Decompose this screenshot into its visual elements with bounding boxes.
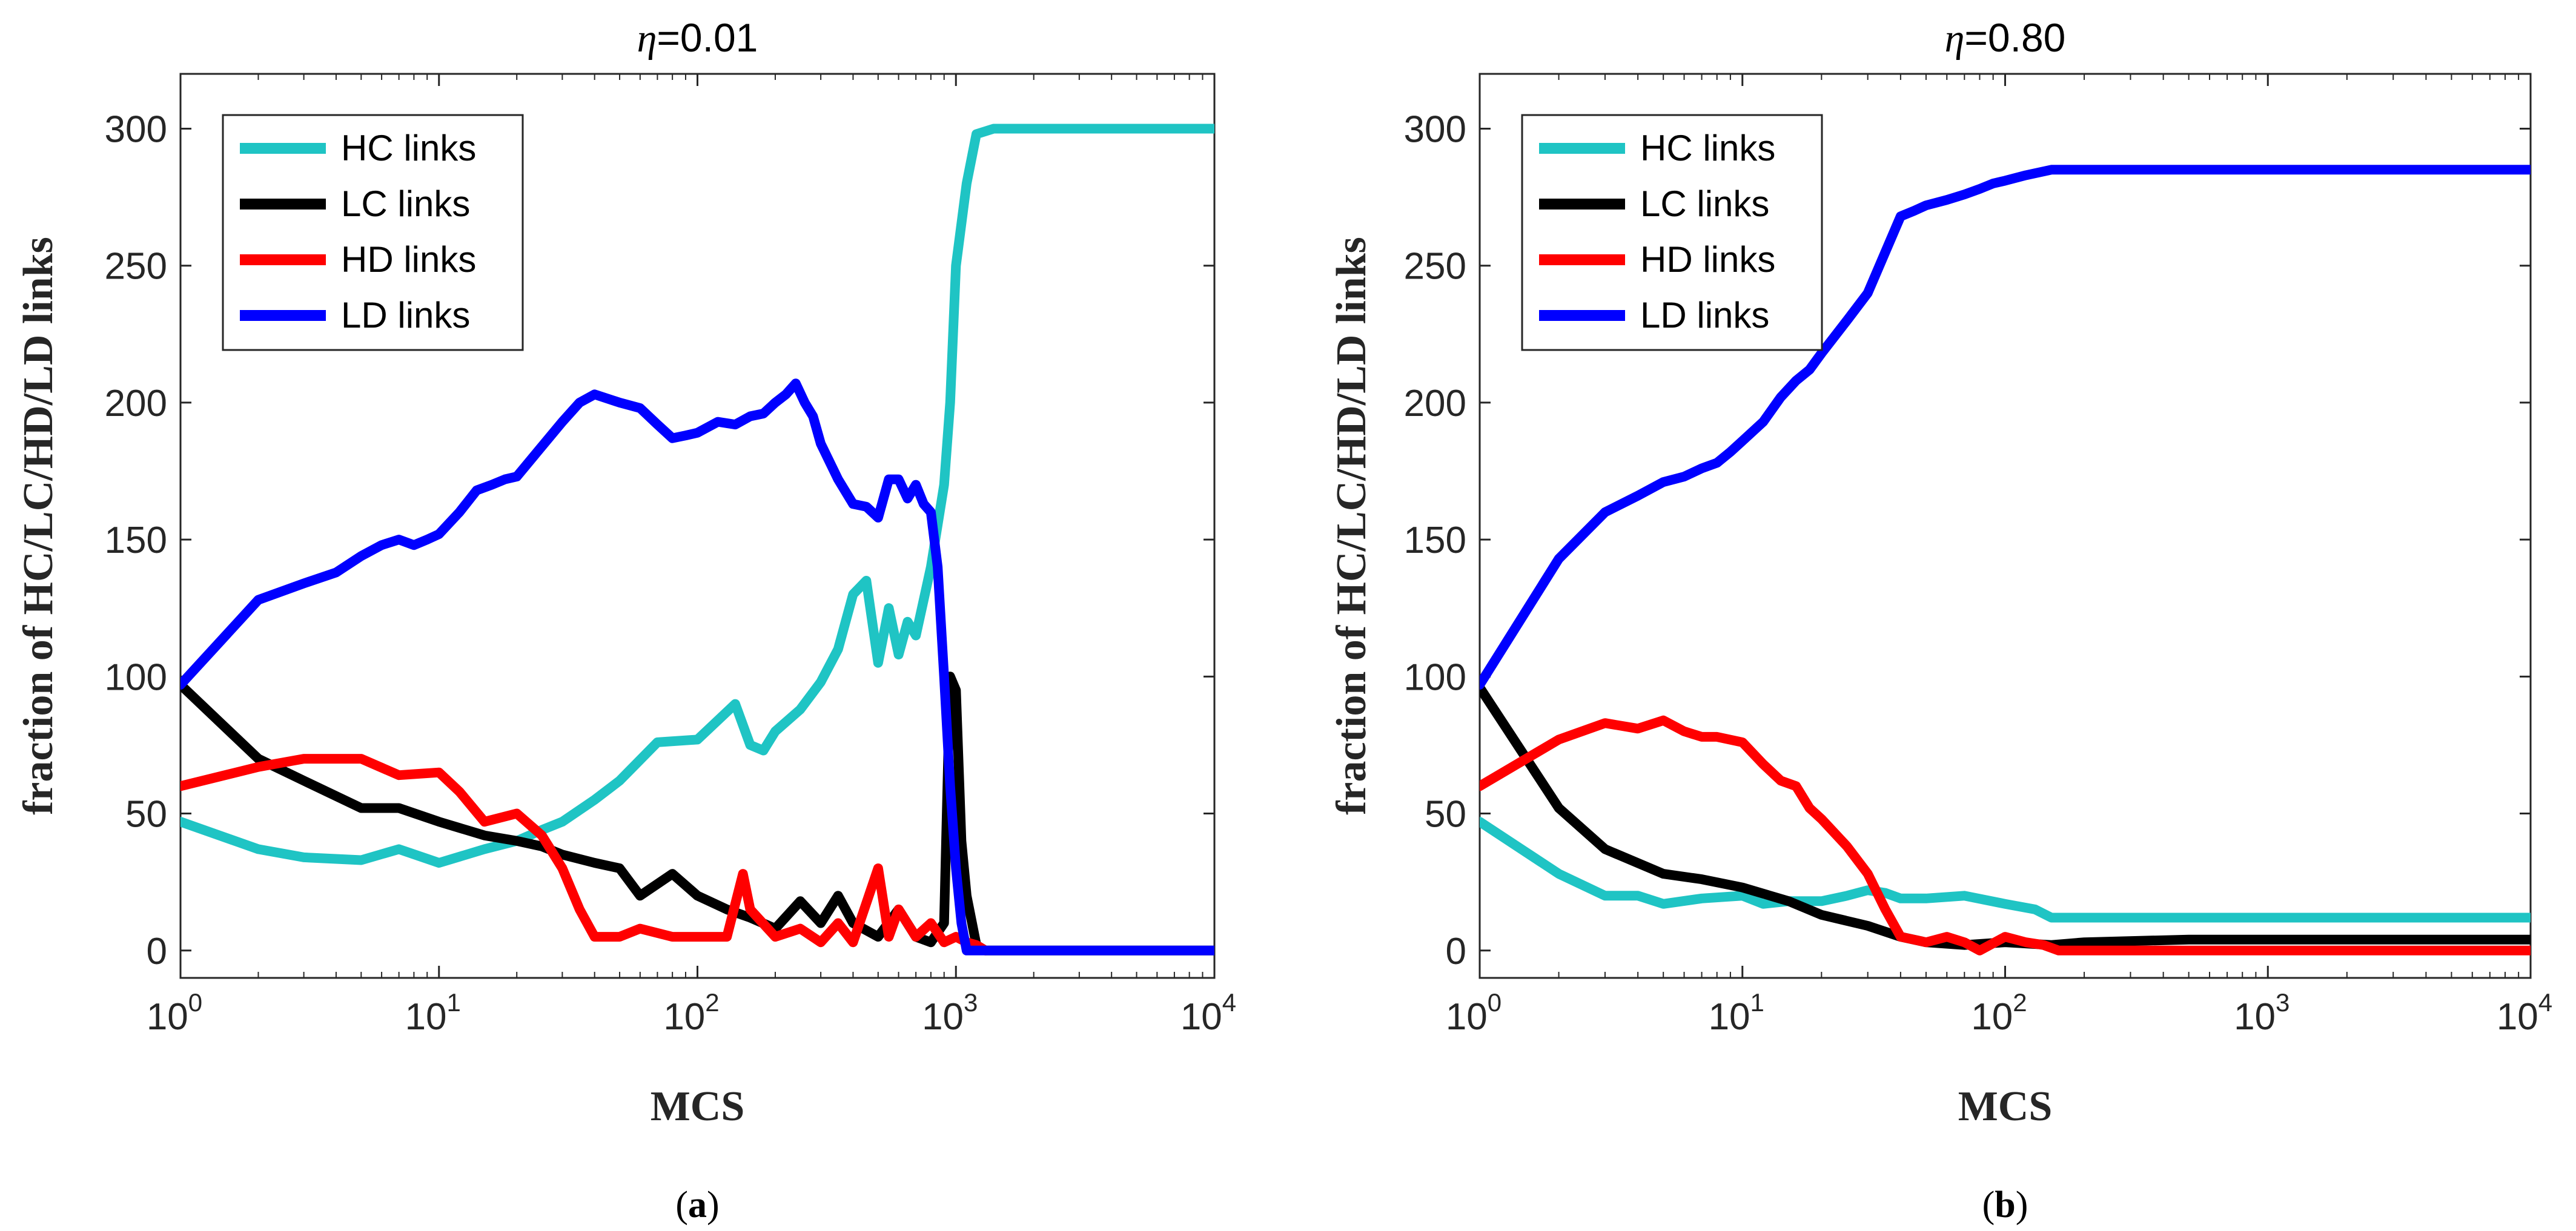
legend-label: LD links — [1640, 295, 1769, 335]
y-tick-label: 100 — [105, 656, 167, 698]
plot-title: η=0.80 — [1945, 15, 2066, 61]
y-tick-label: 150 — [1404, 520, 1466, 561]
series-line-ld-links — [180, 378, 1214, 955]
panel-caption: (a) — [675, 1184, 719, 1226]
legend-label: HD links — [341, 239, 476, 280]
legend-label: LC links — [1640, 183, 1769, 224]
x-tick-label: 100 — [1446, 988, 1502, 1038]
panel-b: 0 50 100 150 200 250 300 100 101 102 103 104 HC link… — [1328, 15, 2552, 1226]
legend-label: HC links — [1640, 128, 1775, 168]
series-group — [1480, 165, 2531, 955]
y-tick-label: 300 — [105, 108, 167, 150]
y-tick-label: 0 — [147, 931, 167, 972]
y-tick-label: 200 — [105, 383, 167, 424]
series-line-hc-links — [1480, 817, 2531, 923]
legend-label: HD links — [1640, 239, 1775, 280]
y-tick-label: 0 — [1446, 931, 1466, 972]
x-tick-label: 100 — [147, 988, 202, 1038]
legend-label: LD links — [341, 295, 470, 335]
series-line-hc-links — [180, 124, 1214, 868]
y-tick-label: 250 — [1404, 246, 1466, 288]
y-tick-label: 100 — [1404, 656, 1466, 698]
legend-label: LC links — [341, 183, 470, 224]
y-tick-label: 200 — [1404, 383, 1466, 424]
plot-title: η=0.01 — [637, 15, 758, 61]
x-axis-label: MCS — [1958, 1083, 2053, 1130]
series-line-hd-links — [180, 754, 990, 955]
panel-caption: (b) — [1982, 1184, 2028, 1226]
legend-label: HC links — [341, 128, 476, 168]
x-tick-label: 102 — [1971, 988, 2027, 1038]
x-tick-label: 104 — [2497, 988, 2552, 1038]
y-tick-label: 150 — [105, 520, 167, 561]
y-tick-label: 50 — [1425, 794, 1466, 836]
y-axis-label: fraction of HC/LC/HD/LD links — [1328, 237, 1375, 815]
series-group — [180, 124, 1214, 955]
y-axis-label: fraction of HC/LC/HD/LD links — [15, 237, 62, 815]
x-axis-label: MCS — [651, 1083, 745, 1130]
y-tick-label: 50 — [125, 794, 167, 836]
series-line-lc-links — [180, 672, 1214, 955]
series-line-hd-links — [1480, 715, 2531, 955]
y-tick-label: 300 — [1404, 108, 1466, 150]
x-tick-label: 101 — [1709, 988, 1764, 1038]
x-tick-label: 103 — [2234, 988, 2290, 1038]
x-tick-label: 104 — [1180, 988, 1236, 1038]
y-tick-label: 250 — [105, 246, 167, 288]
x-tick-label: 102 — [663, 988, 719, 1038]
x-tick-label: 101 — [405, 988, 461, 1038]
panel-a: 0 50 100 150 200 250 300 100 101 102 103 104 HC link… — [15, 15, 1236, 1226]
series-line-ld-links — [1480, 165, 2531, 690]
x-tick-label: 103 — [922, 988, 978, 1038]
